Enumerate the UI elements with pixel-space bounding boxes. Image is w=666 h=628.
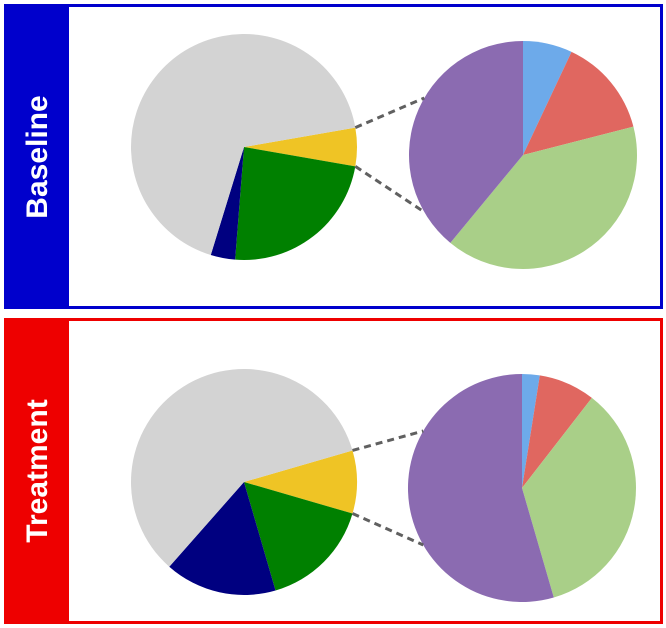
baseline-main-slice-green (235, 147, 356, 260)
treatment-main-slice-navy (169, 482, 276, 595)
treatment-main-slice-green (244, 482, 353, 591)
baseline-connector-top (354, 96, 425, 129)
baseline-label-bar: Baseline (7, 7, 69, 306)
treatment-label-bar: Treatment (7, 321, 69, 621)
treatment-detail-slice-blue (522, 374, 540, 488)
treatment-detail-slice-purple (407, 373, 554, 602)
baseline-main-slice-yellow (244, 127, 358, 167)
treatment-detail-slice-light-green (522, 397, 636, 598)
baseline-main-slice-gray (131, 33, 356, 256)
baseline-detail-slice-blue (523, 41, 572, 155)
baseline-main-slice-navy (210, 147, 244, 260)
baseline-connector-bottom (354, 165, 426, 214)
treatment-main-slice-yellow (244, 450, 357, 514)
treatment-main-slice-gray (130, 368, 353, 567)
treatment-connector-top (352, 429, 424, 452)
baseline-detail-slice-salmon (523, 51, 634, 155)
baseline-detail-slice-purple (408, 40, 523, 243)
treatment-detail-slice-salmon (522, 375, 592, 488)
baseline-detail-slice-light-green (450, 126, 638, 270)
treatment-connector-bottom (351, 512, 424, 547)
